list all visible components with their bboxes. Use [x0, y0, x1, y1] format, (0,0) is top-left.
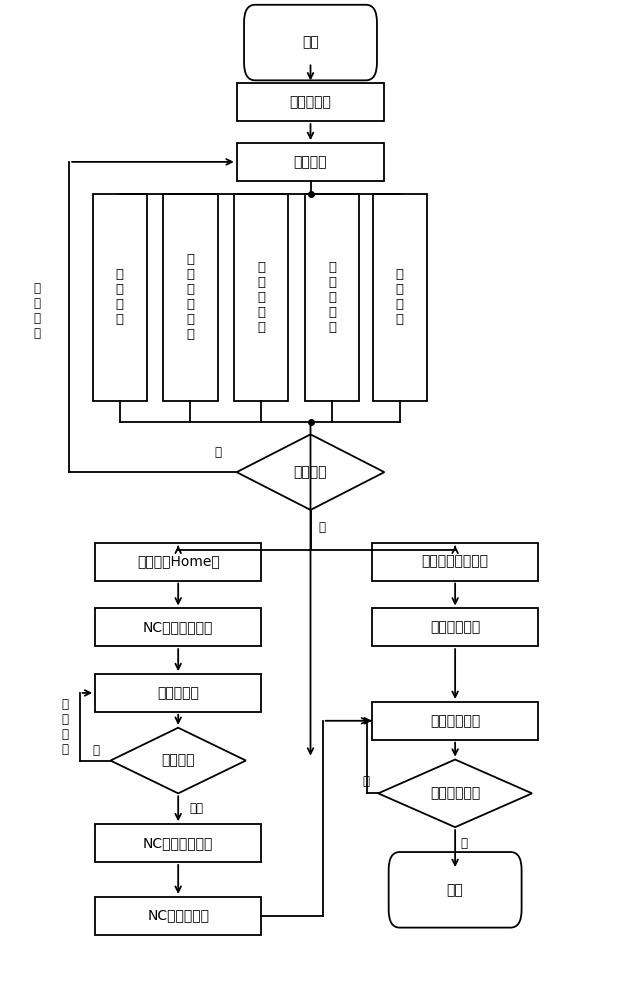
Text: 正常: 正常: [189, 802, 203, 815]
Text: 气
源
气
阀
状
态: 气 源 气 阀 状 态: [186, 253, 194, 341]
Text: 故
障
处
理: 故 障 处 理: [33, 282, 40, 340]
Text: 传
感
器
状
态: 传 感 器 状 态: [328, 261, 336, 334]
Bar: [237, 83, 384, 121]
Bar: [95, 674, 261, 712]
Text: NC测试程序导入: NC测试程序导入: [143, 620, 214, 634]
Text: 否: 否: [93, 744, 99, 757]
Text: 自检成功: 自检成功: [294, 465, 327, 479]
Bar: [95, 608, 261, 646]
Polygon shape: [237, 434, 384, 510]
FancyBboxPatch shape: [389, 852, 522, 928]
Text: 结束: 结束: [446, 883, 463, 897]
Text: 电
主
轴
状
态: 电 主 轴 状 态: [257, 261, 265, 334]
Bar: [95, 897, 261, 935]
Text: 机器人回Home位: 机器人回Home位: [137, 555, 220, 569]
Text: 工装重构程序导入: 工装重构程序导入: [422, 555, 489, 569]
Text: 系统自检: 系统自检: [294, 155, 327, 169]
Text: 通
信
接
口: 通 信 接 口: [116, 268, 124, 326]
Bar: [372, 608, 538, 646]
Text: 启动: 启动: [302, 36, 319, 50]
Bar: [373, 194, 427, 401]
Text: 试钻板试钻: 试钻板试钻: [157, 686, 199, 700]
Bar: [237, 143, 384, 181]
Text: 总
线
状
态: 总 线 状 态: [396, 268, 404, 326]
FancyBboxPatch shape: [244, 5, 377, 80]
Text: 否: 否: [214, 446, 221, 459]
Polygon shape: [111, 728, 246, 793]
Text: 否: 否: [362, 775, 369, 788]
Bar: [305, 194, 359, 401]
Text: 试钻结果: 试钻结果: [161, 754, 195, 768]
Bar: [372, 543, 538, 581]
Bar: [163, 194, 217, 401]
Text: 参
数
修
正: 参 数 修 正: [61, 698, 69, 756]
Bar: [372, 702, 538, 740]
Text: 系统初始化: 系统初始化: [289, 95, 332, 109]
Bar: [93, 194, 147, 401]
Bar: [234, 194, 288, 401]
Text: NC加工程序导入: NC加工程序导入: [143, 836, 214, 850]
Text: 执行加工程序: 执行加工程序: [430, 714, 480, 728]
Text: NC程序预处理: NC程序预处理: [147, 909, 209, 923]
Text: 加工任务完成: 加工任务完成: [430, 786, 480, 800]
Polygon shape: [378, 760, 532, 827]
Text: 是: 是: [461, 837, 468, 850]
Bar: [95, 824, 261, 862]
Text: 是: 是: [318, 521, 325, 534]
Text: 工装重构控制: 工装重构控制: [430, 620, 480, 634]
Bar: [95, 543, 261, 581]
